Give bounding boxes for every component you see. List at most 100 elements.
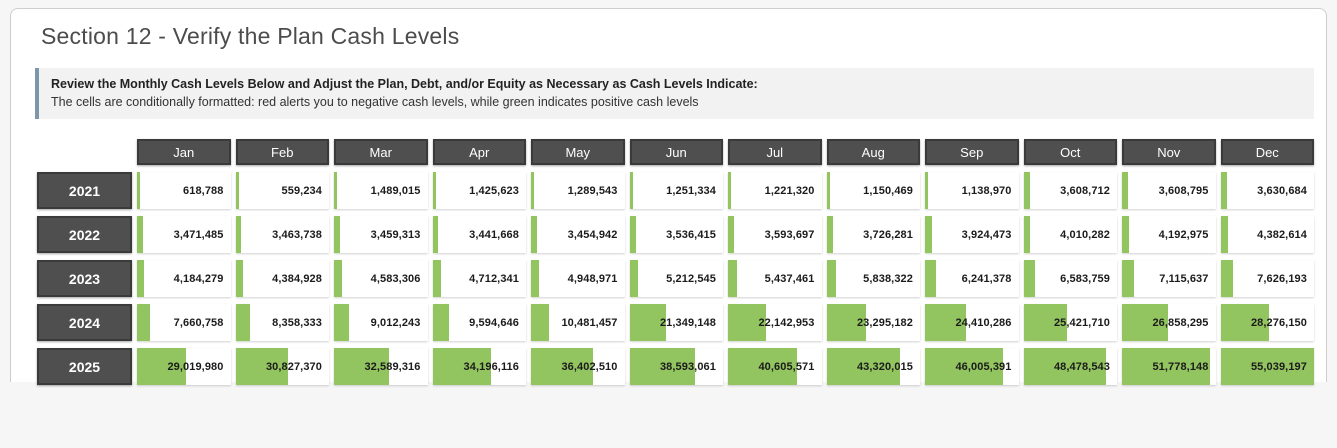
cash-cell-2025-mar: 32,589,316 xyxy=(334,348,428,386)
cash-level-bar xyxy=(1122,348,1210,386)
cash-level-bar xyxy=(728,260,738,298)
cash-level-bar xyxy=(531,172,534,210)
cash-level-bar xyxy=(1220,260,1234,298)
month-header-sep: Sep xyxy=(925,139,1019,166)
cash-cell-2021-dec: 3,630,684 xyxy=(1220,172,1314,210)
cash-cell-2025-sep: 46,005,391 xyxy=(925,348,1019,386)
cash-cell-2023-jun: 5,212,545 xyxy=(629,260,723,298)
cash-cell-2025-aug: 43,320,015 xyxy=(826,348,920,386)
cash-value: 1,289,543 xyxy=(567,184,618,197)
cash-cell-2025-jan: 29,019,980 xyxy=(137,348,231,386)
cash-level-bar xyxy=(137,172,140,210)
cash-cell-2024-dec: 28,276,150 xyxy=(1220,304,1314,342)
cash-cell-2023-may: 4,948,971 xyxy=(531,260,625,298)
month-header-jan: Jan xyxy=(137,139,231,166)
cash-value: 6,241,378 xyxy=(961,272,1012,285)
cash-value: 9,594,646 xyxy=(469,316,519,329)
cash-level-bar xyxy=(235,304,250,342)
cash-level-bar xyxy=(334,260,342,298)
cash-value: 3,726,281 xyxy=(863,228,913,241)
cash-level-bar xyxy=(728,216,735,254)
month-header-may: May xyxy=(531,139,625,166)
cash-value: 3,463,738 xyxy=(272,228,322,241)
cash-value: 5,838,322 xyxy=(863,272,913,285)
cash-level-bar xyxy=(629,172,633,210)
cash-value: 5,212,545 xyxy=(666,272,716,285)
cash-levels-table: Jan Feb Mar Apr May Jun Jul Aug Sep Oct Nov Dec 2021… xyxy=(37,139,1314,386)
cash-cell-2023-dec: 7,626,193 xyxy=(1220,260,1314,298)
cash-value: 8,358,333 xyxy=(272,316,322,329)
cash-cell-2023-aug: 5,838,322 xyxy=(826,260,920,298)
cash-value: 3,608,712 xyxy=(1060,184,1110,197)
cash-level-bar xyxy=(1220,172,1227,210)
cash-value: 51,778,148 xyxy=(1152,360,1209,373)
year-header-2021: 2021 xyxy=(37,172,132,210)
cash-value: 32,589,316 xyxy=(364,360,421,373)
cash-level-bar xyxy=(432,304,449,342)
cash-value: 4,382,614 xyxy=(1257,228,1307,241)
cash-level-bar xyxy=(826,260,837,298)
cash-value: 23,295,182 xyxy=(856,316,913,329)
cash-level-bar xyxy=(235,172,239,210)
cash-cell-2021-jul: 1,221,320 xyxy=(728,172,822,210)
cash-cell-2025-nov: 51,778,148 xyxy=(1122,348,1216,386)
cash-level-bar xyxy=(629,216,636,254)
cash-cell-2023-oct: 6,583,759 xyxy=(1023,260,1117,298)
instructions-line-2: The cells are conditionally formatted: r… xyxy=(51,95,699,110)
cash-value: 4,010,282 xyxy=(1060,228,1110,241)
instructions-note: Review the Monthly Cash Levels Below and… xyxy=(35,68,1314,120)
cash-cell-2021-aug: 1,150,469 xyxy=(826,172,920,210)
cash-cell-2021-jun: 1,251,334 xyxy=(629,172,723,210)
cash-level-bar xyxy=(925,216,932,254)
cash-level-bar xyxy=(235,348,288,386)
month-header-feb: Feb xyxy=(235,139,329,166)
cash-value: 3,441,668 xyxy=(469,228,519,241)
cash-value: 3,593,697 xyxy=(764,228,815,241)
cash-value: 1,425,623 xyxy=(469,184,519,197)
cash-cell-2022-aug: 3,726,281 xyxy=(826,216,920,254)
cash-value: 3,471,485 xyxy=(173,228,224,241)
cash-value: 3,459,313 xyxy=(370,228,421,241)
cash-cell-2022-jul: 3,593,697 xyxy=(728,216,822,254)
cash-value: 3,536,415 xyxy=(666,228,716,241)
cash-level-bar xyxy=(826,216,833,254)
month-header-nov: Nov xyxy=(1122,139,1216,166)
cash-value: 55,039,197 xyxy=(1250,360,1307,373)
cash-value: 7,660,758 xyxy=(173,316,224,329)
month-header-jun: Jun xyxy=(629,139,723,166)
cash-level-bar xyxy=(432,216,439,254)
cash-value: 7,626,193 xyxy=(1257,272,1307,285)
cash-level-bar xyxy=(137,260,145,298)
cash-cell-2021-jan: 618,788 xyxy=(137,172,231,210)
instructions-line-1: Review the Monthly Cash Levels Below and… xyxy=(51,77,758,91)
cash-value: 40,605,571 xyxy=(758,360,815,373)
cash-value: 9,012,243 xyxy=(370,316,421,329)
cash-level-bar xyxy=(925,172,928,210)
year-header-2023: 2023 xyxy=(37,260,132,298)
cash-value: 618,788 xyxy=(183,184,224,197)
cash-level-bar xyxy=(137,216,143,254)
table-corner-spacer xyxy=(37,139,132,165)
cash-value: 4,184,279 xyxy=(173,272,224,285)
cash-cell-2024-jan: 7,660,758 xyxy=(137,304,231,342)
cash-level-bar xyxy=(1023,172,1030,210)
cash-value: 48,478,543 xyxy=(1053,360,1110,373)
cash-level-bar xyxy=(728,348,797,386)
cash-cell-2022-apr: 3,441,668 xyxy=(432,216,526,254)
cash-value: 25,421,710 xyxy=(1053,316,1110,329)
cash-cell-2024-mar: 9,012,243 xyxy=(334,304,428,342)
cash-level-bar xyxy=(432,260,441,298)
cash-value: 1,251,334 xyxy=(666,184,716,197)
month-header-jul: Jul xyxy=(728,139,822,166)
cash-value: 22,142,953 xyxy=(758,316,815,329)
cash-level-bar xyxy=(235,216,242,254)
cash-cell-2022-nov: 4,192,975 xyxy=(1122,216,1216,254)
cash-level-bar xyxy=(925,348,1004,386)
cash-cell-2022-mar: 3,459,313 xyxy=(334,216,428,254)
cash-cell-2024-may: 10,481,457 xyxy=(531,304,625,342)
cash-cell-2022-dec: 4,382,614 xyxy=(1220,216,1314,254)
cash-level-bar xyxy=(925,304,967,342)
cash-cell-2022-may: 3,454,942 xyxy=(531,216,625,254)
cash-value: 3,608,795 xyxy=(1158,184,1209,197)
cash-cell-2025-may: 36,402,510 xyxy=(531,348,625,386)
